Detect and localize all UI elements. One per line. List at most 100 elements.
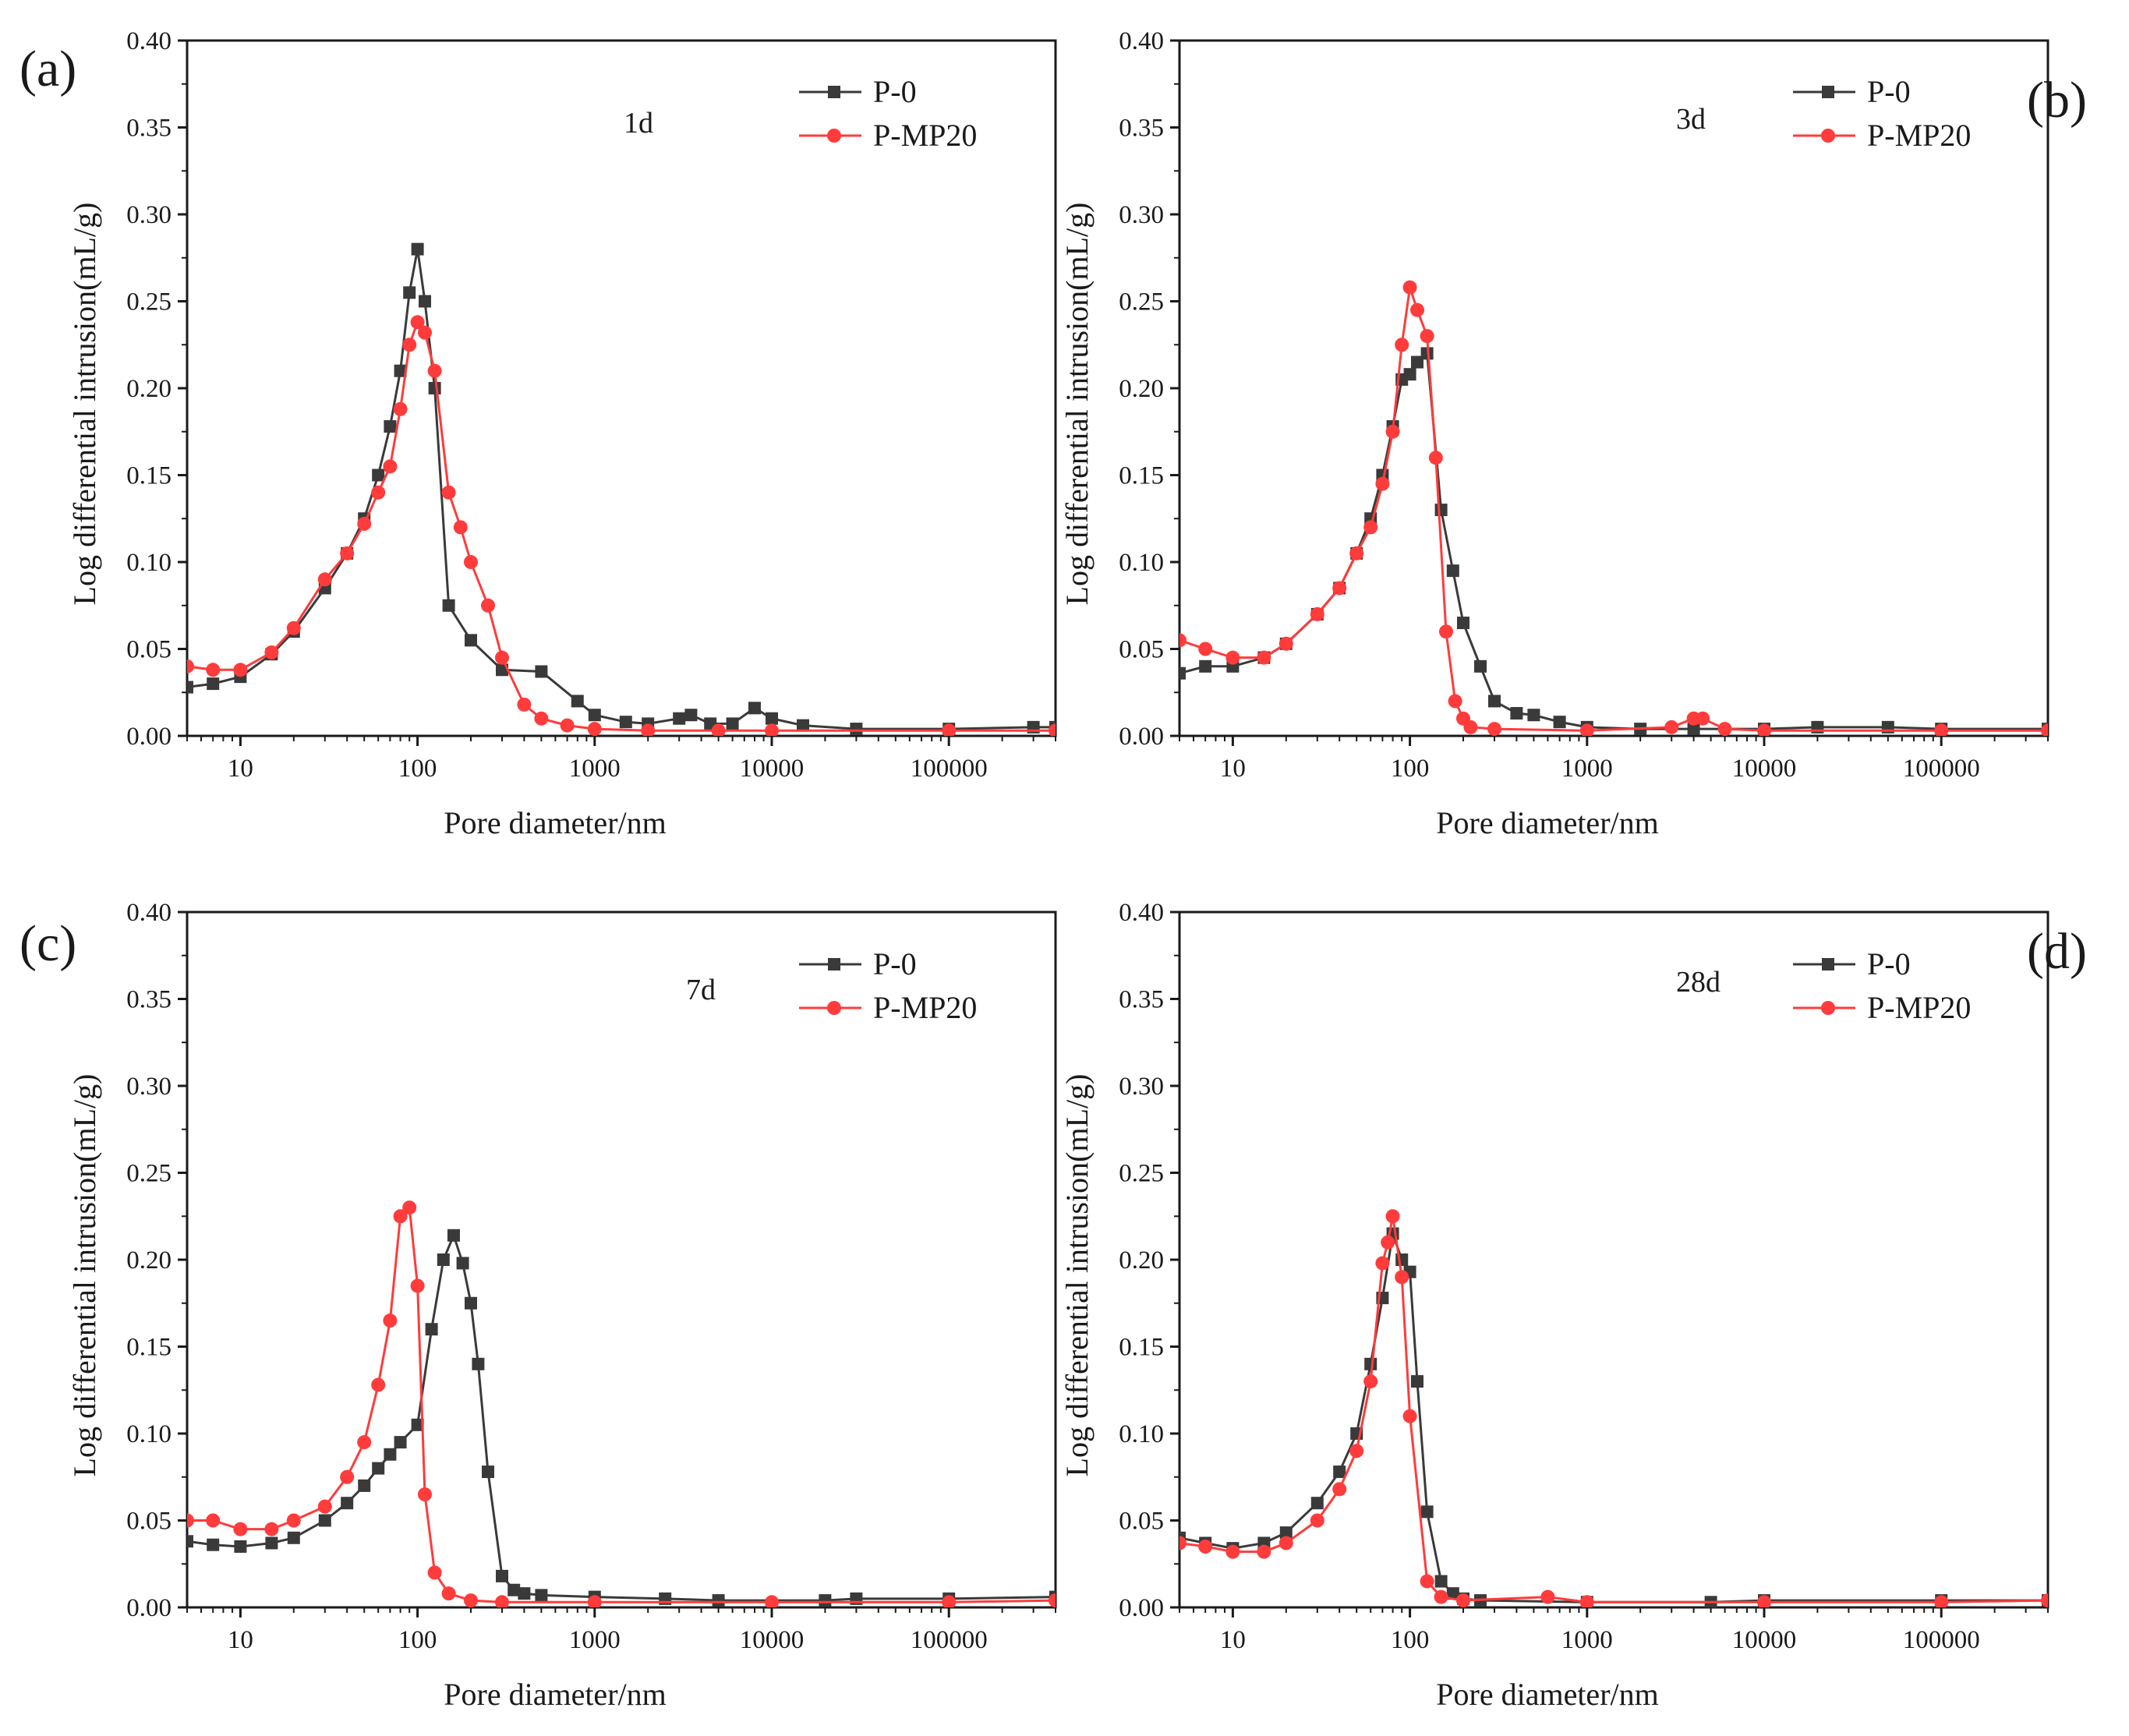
x-axis-title: Pore diameter/nm xyxy=(1436,1677,1658,1712)
curing-age-label: 7d xyxy=(686,974,716,1006)
data-point-p-0 xyxy=(403,286,416,299)
curing-age-label: 28d xyxy=(1676,966,1721,999)
data-point-p-0 xyxy=(447,1229,460,1242)
data-point-p-0 xyxy=(571,695,584,708)
data-point-p-0 xyxy=(1527,709,1540,722)
data-point-p-0 xyxy=(1403,368,1416,381)
legend-marker xyxy=(827,129,841,143)
data-point-p-mp20 xyxy=(1420,329,1434,344)
data-point-p-0 xyxy=(187,1535,193,1548)
data-point-p-0 xyxy=(207,1538,220,1551)
data-point-p-mp20 xyxy=(1717,722,1732,736)
x-tick-label: 10 xyxy=(1220,755,1246,783)
y-tick-label: 0.30 xyxy=(1119,1073,1164,1101)
data-point-p-mp20 xyxy=(1402,1409,1417,1423)
data-point-p-mp20 xyxy=(587,722,602,736)
data-point-p-0 xyxy=(748,702,761,715)
data-point-p-mp20 xyxy=(765,723,780,736)
y-tick-label: 0.25 xyxy=(1119,288,1164,316)
x-tick-label: 10000 xyxy=(740,1626,805,1654)
legend-marker xyxy=(1822,86,1834,98)
data-point-p-mp20 xyxy=(942,723,957,736)
data-point-p-0 xyxy=(1488,695,1501,708)
legend-item-p-0: P-0 xyxy=(1793,946,1911,981)
data-point-p-0 xyxy=(419,295,432,308)
data-point-p-mp20 xyxy=(1049,723,1056,736)
data-point-p-0 xyxy=(1456,617,1469,630)
y-tick-label: 0.20 xyxy=(1119,1246,1164,1275)
data-point-p-0 xyxy=(442,599,455,612)
y-axis-title: Log differential intrusion(mL/g) xyxy=(67,203,102,606)
y-tick-label: 0.15 xyxy=(1119,462,1164,490)
data-point-p-0 xyxy=(425,1323,438,1336)
legend-label: P-MP20 xyxy=(1867,118,1971,153)
data-point-p-mp20 xyxy=(1310,606,1324,621)
data-point-p-mp20 xyxy=(1579,723,1594,736)
legend-item-p-0: P-0 xyxy=(799,74,917,109)
data-point-p-0 xyxy=(673,712,686,725)
series-p-0 xyxy=(1179,1227,2048,1607)
data-point-p-mp20 xyxy=(481,598,496,613)
data-point-p-mp20 xyxy=(340,546,355,560)
data-point-p-mp20 xyxy=(206,1513,221,1528)
data-point-p-0 xyxy=(207,677,220,691)
data-point-p-mp20 xyxy=(1278,1536,1293,1550)
y-tick-label: 0.15 xyxy=(126,1334,172,1362)
y-tick-label: 0.15 xyxy=(126,462,172,490)
data-point-p-mp20 xyxy=(765,1595,780,1607)
panel-label: (c) xyxy=(19,915,76,972)
data-point-p-0 xyxy=(507,1583,521,1596)
series-line-p-mp20 xyxy=(1179,1215,2048,1603)
x-tick-label: 100000 xyxy=(911,755,988,783)
data-point-p-0 xyxy=(819,1594,832,1607)
data-point-p-0 xyxy=(482,1466,495,1479)
data-point-p-mp20 xyxy=(383,459,398,474)
data-point-p-mp20 xyxy=(1395,1270,1409,1285)
data-point-p-mp20 xyxy=(2041,1593,2048,1607)
data-point-p-mp20 xyxy=(1179,633,1187,648)
x-axis-title: Pore diameter/nm xyxy=(1436,805,1658,840)
data-point-p-mp20 xyxy=(286,621,301,635)
data-point-p-mp20 xyxy=(1310,1513,1324,1528)
legend-marker xyxy=(828,86,840,98)
data-point-p-mp20 xyxy=(402,1200,417,1215)
legend-label: P-MP20 xyxy=(1867,990,1971,1025)
data-point-p-0 xyxy=(1434,1575,1448,1588)
data-point-p-mp20 xyxy=(1349,1444,1364,1458)
series-line-p-0 xyxy=(1179,351,2048,730)
data-point-p-0 xyxy=(766,712,779,725)
data-point-p-0 xyxy=(588,709,601,722)
data-point-p-mp20 xyxy=(641,723,656,736)
data-point-p-0 xyxy=(1333,1466,1346,1479)
data-point-p-0 xyxy=(187,681,193,694)
panel-label: (a) xyxy=(19,41,76,97)
data-point-p-0 xyxy=(1411,355,1424,369)
y-tick-label: 0.35 xyxy=(1119,115,1164,143)
data-point-p-mp20 xyxy=(233,663,248,677)
legend-item-p-mp20: P-MP20 xyxy=(1793,990,1971,1025)
x-tick-label: 100 xyxy=(1391,1626,1430,1654)
legend-item-p-0: P-0 xyxy=(1793,74,1911,109)
y-axis-title: Log differential intrusion(mL/g) xyxy=(67,1074,102,1477)
y-tick-label: 0.00 xyxy=(1119,1594,1164,1622)
data-point-p-0 xyxy=(518,1587,531,1600)
data-point-p-mp20 xyxy=(1257,1544,1271,1559)
data-point-p-mp20 xyxy=(427,363,442,378)
data-point-p-0 xyxy=(318,1514,331,1527)
legend-label: P-MP20 xyxy=(873,990,977,1025)
legend-marker xyxy=(828,958,840,971)
data-point-p-mp20 xyxy=(1332,581,1347,596)
y-tick-label: 0.40 xyxy=(1119,899,1164,927)
data-point-p-0 xyxy=(394,1436,407,1449)
panel-label: (b) xyxy=(2027,72,2087,129)
y-tick-label: 0.35 xyxy=(1119,986,1164,1014)
y-tick-label: 0.00 xyxy=(1119,723,1164,751)
data-point-p-0 xyxy=(1179,666,1186,680)
data-point-p-0 xyxy=(1420,1505,1434,1519)
data-point-p-mp20 xyxy=(1540,1589,1555,1604)
data-point-p-mp20 xyxy=(418,325,433,340)
legend-item-p-mp20: P-MP20 xyxy=(799,990,977,1025)
data-point-p-0 xyxy=(464,634,477,647)
data-point-p-0 xyxy=(1310,1497,1324,1510)
data-point-p-mp20 xyxy=(1385,1209,1400,1224)
